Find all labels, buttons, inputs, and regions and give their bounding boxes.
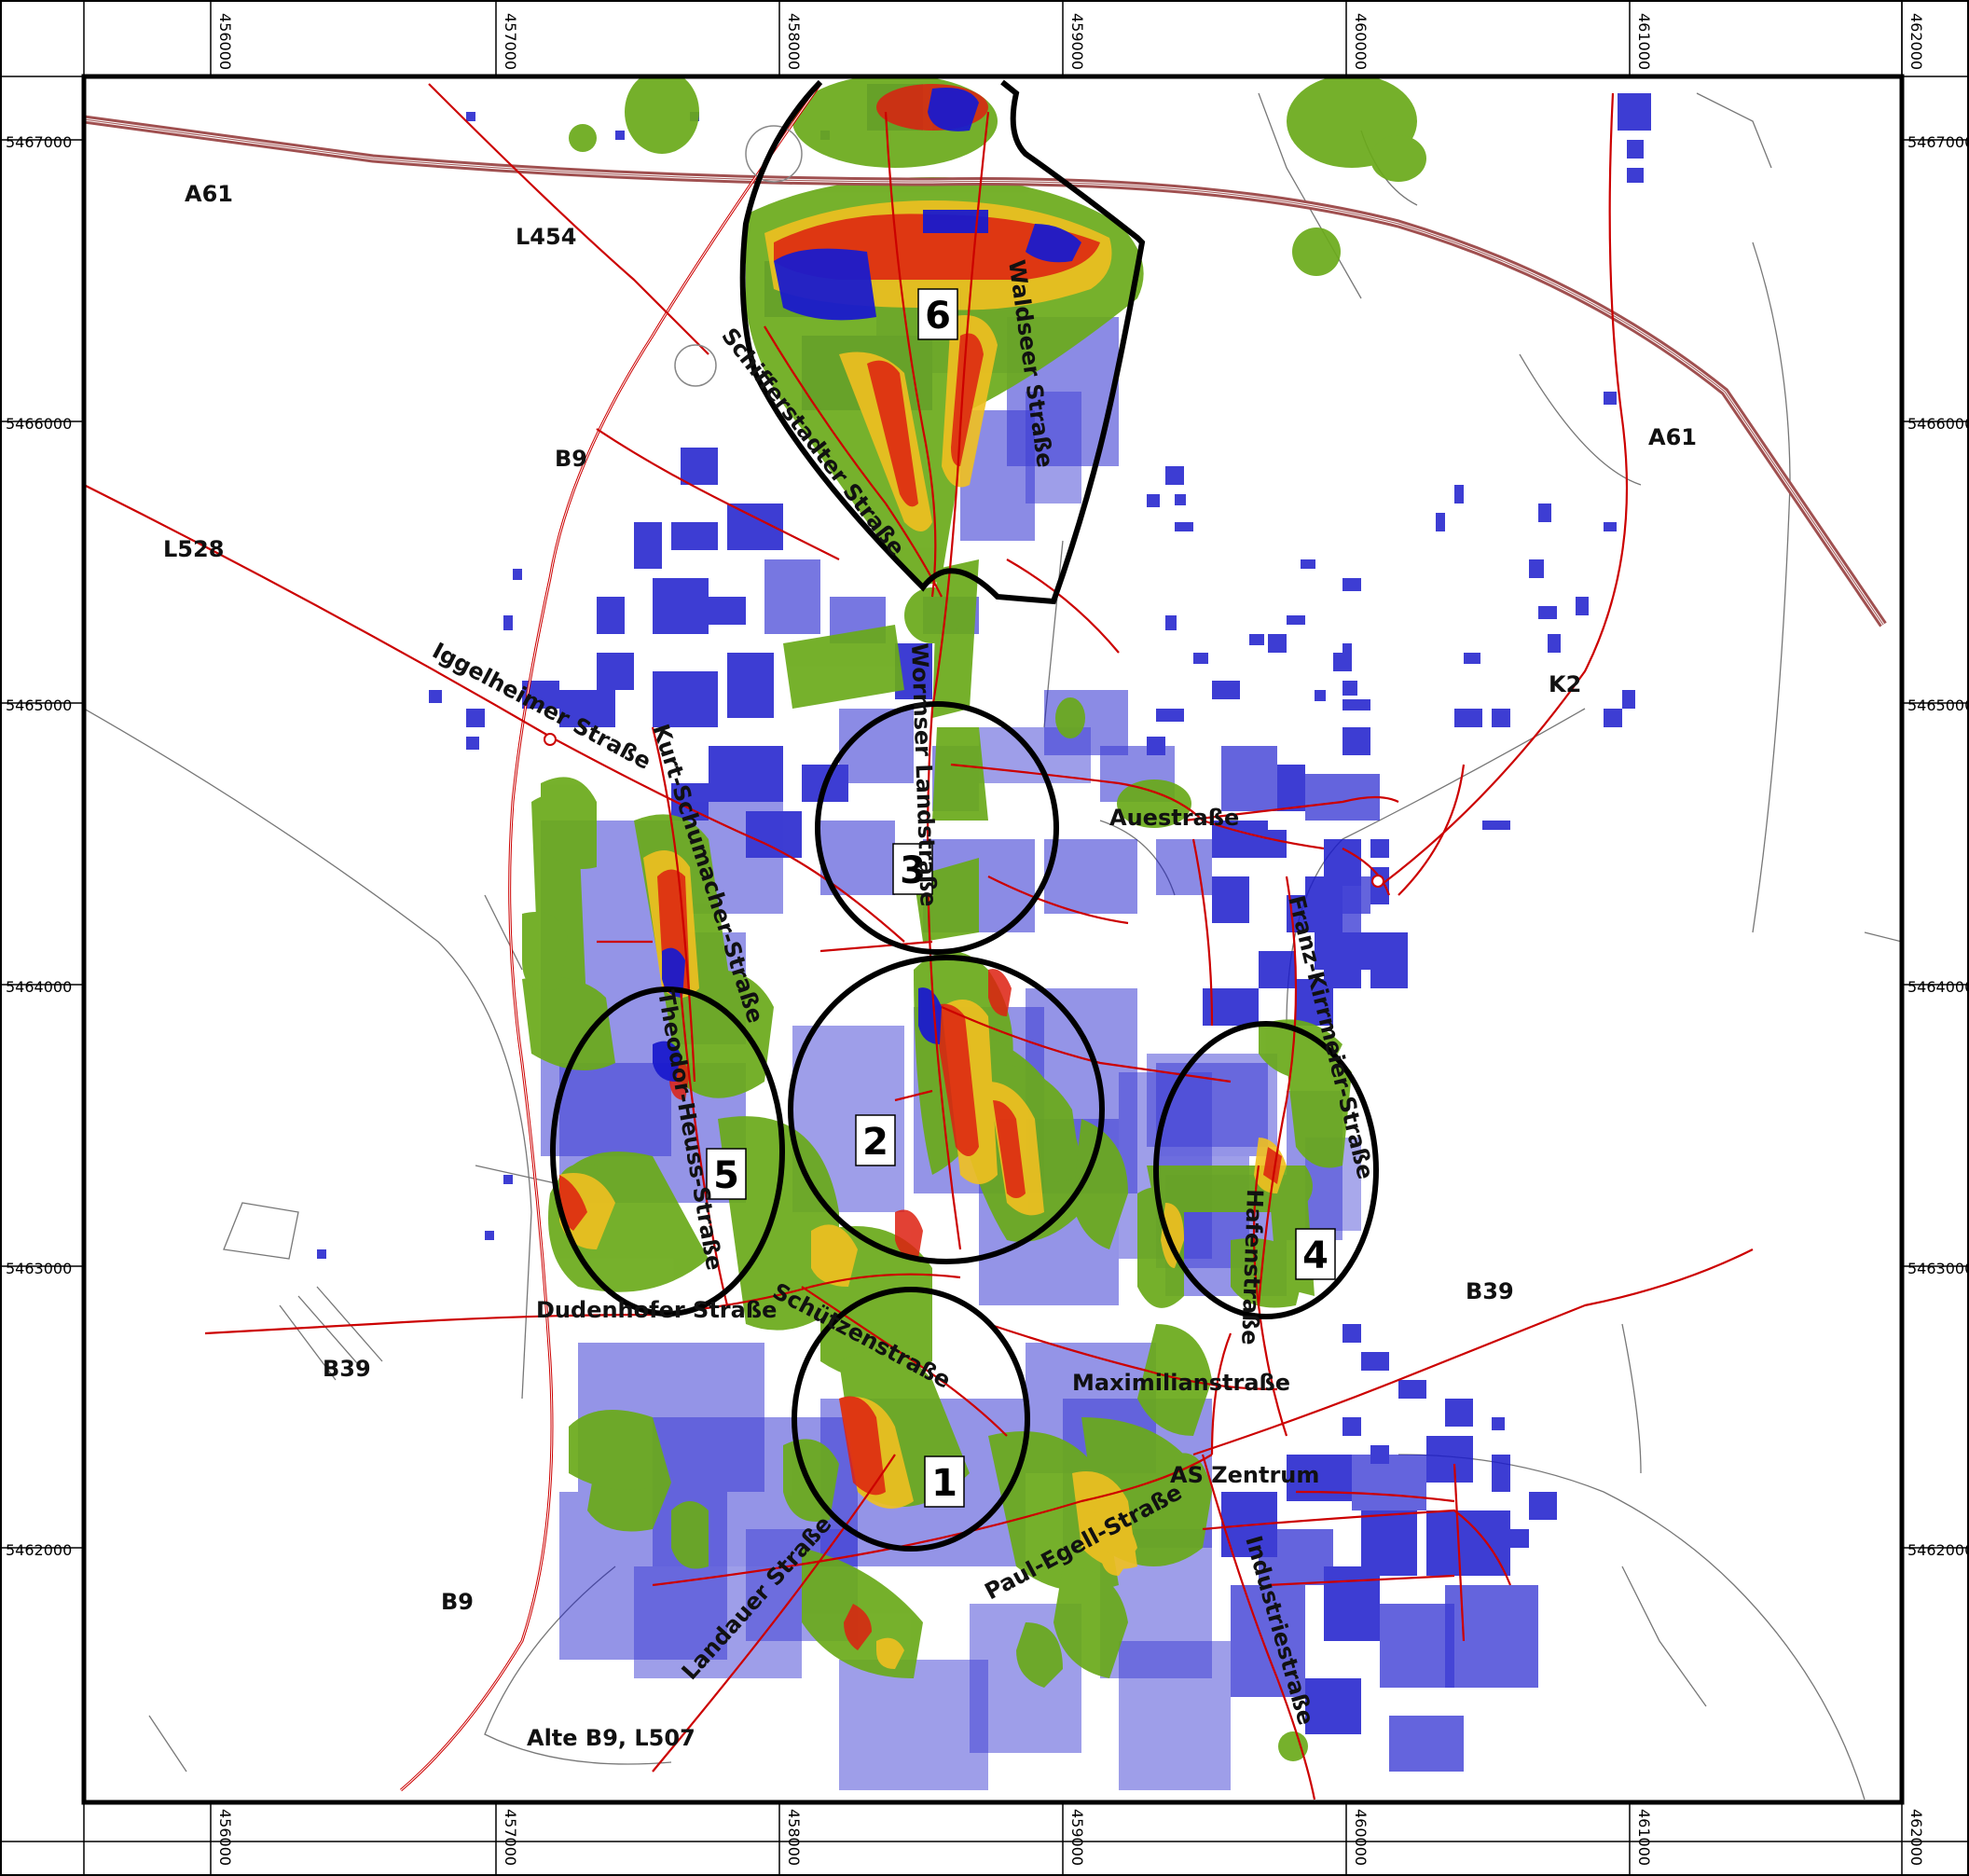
zone-2-label: 2 xyxy=(855,1114,896,1166)
x-tick-label: 457000 xyxy=(502,13,519,70)
road-label-b39-east: B39 xyxy=(1466,1278,1514,1304)
y-tick-label: 5467000 xyxy=(6,133,72,151)
road-label-k2: K2 xyxy=(1549,671,1581,697)
x-tick-label: 459000 xyxy=(1068,1809,1086,1866)
x-tick-label: 461000 xyxy=(1635,1809,1653,1866)
zone-6-label: 6 xyxy=(917,288,958,340)
zone-5-outline xyxy=(550,986,785,1317)
zone-number: 4 xyxy=(1302,1235,1329,1277)
road-label-l454: L454 xyxy=(516,224,576,250)
zone-3-label: 3 xyxy=(892,843,933,895)
roundabouts xyxy=(544,125,1384,888)
zone-5-label: 5 xyxy=(706,1148,747,1200)
zone-4-outline xyxy=(1153,1021,1379,1319)
road-label-b9-north: B9 xyxy=(555,446,587,472)
y-tick-label: 5463000 xyxy=(1907,1260,1969,1277)
x-tick-label: 461000 xyxy=(1635,13,1653,70)
y-tick-label: 5462000 xyxy=(6,1541,72,1559)
x-tick-label: 458000 xyxy=(785,13,803,70)
y-tick-label: 5462000 xyxy=(1907,1541,1969,1559)
zone-outlines xyxy=(550,79,1379,1552)
map-frame xyxy=(81,74,1905,1805)
y-tick-label: 5464000 xyxy=(6,978,72,996)
zone-labels: 6 3 2 5 4 1 xyxy=(706,288,1336,1508)
road-label-hafenstrasse: Hafenstraße xyxy=(1236,1189,1268,1345)
x-tick-labels-top: 456000 457000 458000 459000 460000 46100… xyxy=(216,13,1925,70)
zone-4-label: 4 xyxy=(1295,1228,1336,1280)
zone-number: 5 xyxy=(713,1154,739,1197)
zone-6-outline xyxy=(739,79,1146,605)
x-tick-label: 462000 xyxy=(1907,1809,1925,1866)
x-tick-label: 457000 xyxy=(502,1809,519,1866)
y-tick-labels-right: 5467000 5466000 5465000 5464000 5463000 … xyxy=(1907,133,1969,1559)
road-label-alte-b9: Alte B9, L507 xyxy=(527,1725,695,1751)
y-tick-label: 5465000 xyxy=(6,697,72,714)
road-label-l528: L528 xyxy=(163,536,224,562)
zone-1-label: 1 xyxy=(924,1455,965,1508)
road-label-maximilianstrasse: Maximilianstraße xyxy=(1072,1370,1290,1396)
zone-number: 3 xyxy=(900,849,926,892)
road-label-auestrasse: Auestraße xyxy=(1109,805,1239,831)
road-label-b39-west: B39 xyxy=(323,1356,371,1382)
x-tick-label: 460000 xyxy=(1352,13,1370,70)
y-tick-label: 5465000 xyxy=(1907,697,1969,714)
road-label-dudenhofer: Dudenhofer Straße xyxy=(536,1297,777,1323)
y-tick-labels-left: 5467000 5466000 5465000 5464000 5463000 … xyxy=(6,133,72,1559)
road-label-b9-south: B9 xyxy=(441,1589,474,1615)
motorway-a61 xyxy=(84,115,1887,628)
road-label-as-zentrum: AS Zentrum xyxy=(1170,1462,1319,1488)
y-tick-label: 5466000 xyxy=(6,415,72,433)
zone-3-outline xyxy=(815,701,1059,955)
zone-2-outline xyxy=(788,955,1105,1264)
y-tick-label: 5467000 xyxy=(1907,133,1969,151)
road-label-a61-east: A61 xyxy=(1648,424,1697,450)
y-tick-label: 5466000 xyxy=(1907,415,1969,433)
zone-number: 1 xyxy=(931,1462,957,1505)
zone-number: 6 xyxy=(925,295,951,338)
x-tick-labels-bottom: 456000 457000 458000 459000 460000 46100… xyxy=(216,1809,1925,1866)
y-tick-label: 5464000 xyxy=(1907,978,1969,996)
x-tick-label: 456000 xyxy=(216,1809,234,1866)
x-tick-label: 460000 xyxy=(1352,1809,1370,1866)
x-tick-label: 458000 xyxy=(785,1809,803,1866)
major-roads xyxy=(84,83,1754,1800)
zone-number: 2 xyxy=(862,1121,888,1164)
y-tick-label: 5463000 xyxy=(6,1260,72,1277)
x-tick-label: 462000 xyxy=(1907,13,1925,70)
zone-1-outline xyxy=(792,1287,1030,1552)
road-label-a61-west: A61 xyxy=(185,181,233,207)
x-tick-label: 459000 xyxy=(1068,13,1086,70)
x-tick-label: 456000 xyxy=(216,13,234,70)
noise-core xyxy=(653,88,1081,1082)
